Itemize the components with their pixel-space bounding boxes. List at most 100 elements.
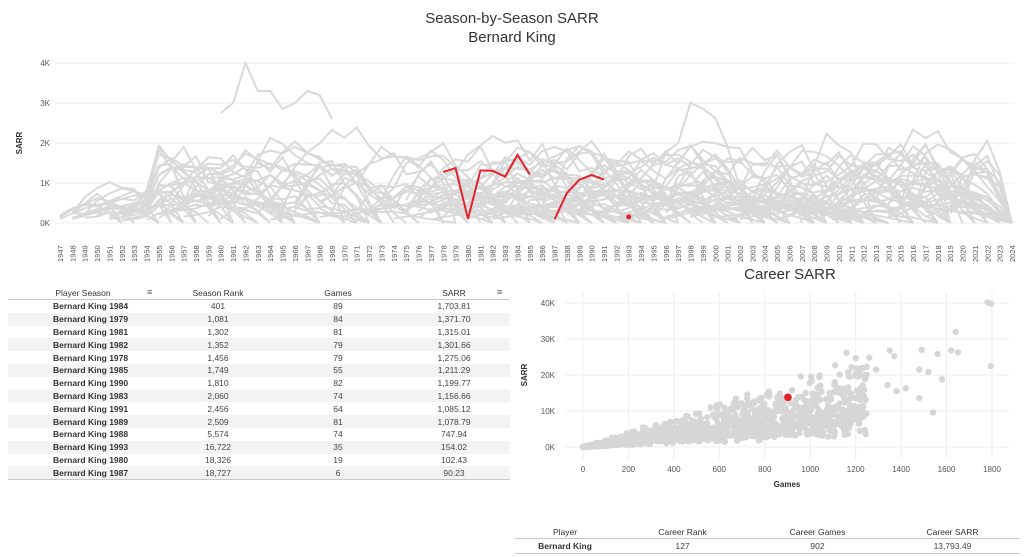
background-series-line <box>170 167 235 224</box>
x-tick-label: 200 <box>622 465 636 474</box>
scatter-point <box>789 425 796 432</box>
background-series-line <box>71 147 234 224</box>
x-tick-label: 1948 <box>68 245 77 262</box>
background-series-line <box>417 159 556 224</box>
table-row[interactable]: Bernard King 127 902 13,793.49 <box>515 539 1020 554</box>
scatter-point <box>736 417 743 424</box>
x-tick-label: 1959 <box>204 245 213 262</box>
x-tick-label: 1985 <box>526 245 535 262</box>
background-series-line <box>96 188 197 224</box>
x-tick-label: 2024 <box>1008 245 1017 262</box>
table-row[interactable]: Bernard King 1988 5,574 74 747.94 <box>8 428 510 441</box>
x-tick-label: 2023 <box>996 245 1005 262</box>
scatter-point <box>751 399 758 406</box>
scatter-point <box>719 436 727 443</box>
col-career-rank[interactable]: Career Rank <box>658 526 707 537</box>
x-tick-label: 400 <box>667 465 681 474</box>
x-tick-label: 2003 <box>748 245 757 262</box>
x-tick-label: 2018 <box>934 245 943 262</box>
scatter-point <box>782 413 789 421</box>
scatter-point <box>902 385 909 392</box>
table-row[interactable]: Bernard King 1990 1,810 82 1,199.77 <box>8 377 510 390</box>
x-tick-label: 2016 <box>909 245 918 262</box>
scatter-point <box>846 396 853 403</box>
table-row[interactable]: Bernard King 1993 16,722 35 154.02 <box>8 440 510 454</box>
scatter-point <box>718 411 725 418</box>
background-series-line <box>109 190 185 224</box>
scatter-point <box>656 438 663 445</box>
scatter-point <box>808 430 815 437</box>
cell-season-rank: 16,722 <box>158 440 278 454</box>
col-career-games[interactable]: Career Games <box>789 526 846 537</box>
x-tick-label: 800 <box>758 465 772 474</box>
background-series-line <box>826 191 939 224</box>
cell-sarr: 1,301.66 <box>398 338 510 352</box>
table-row[interactable]: Bernard King 1984 401 89 1,703.81 <box>8 300 510 313</box>
cell-season-rank: 1,352 <box>158 338 278 352</box>
scatter-point <box>712 426 720 433</box>
scatter-point <box>702 429 709 436</box>
y-tick-label: 10K <box>541 407 556 416</box>
cell-season-rank: 18,326 <box>205 454 231 465</box>
background-series-line <box>801 164 1013 224</box>
cell-sarr: 1,371.70 <box>398 312 510 326</box>
cell-player-season: Bernard King 1989 <box>8 415 158 428</box>
cell-games: 55 <box>278 363 398 377</box>
scatter-point <box>916 394 923 402</box>
scatter-point <box>653 426 660 433</box>
col-games[interactable]: Games <box>324 288 352 298</box>
scatter-point <box>811 415 818 422</box>
x-tick-label: 2001 <box>724 245 733 262</box>
table-row[interactable]: Bernard King 1981 1,302 81 1,315.01 <box>8 326 510 339</box>
col-career-sarr[interactable]: Career SARR <box>926 526 979 537</box>
sort-icon[interactable]: ≡ <box>147 287 153 297</box>
scatter-point <box>918 346 925 353</box>
cell-sarr: 90.23 <box>398 466 510 480</box>
scatter-point <box>697 415 704 422</box>
background-series-line <box>220 60 333 120</box>
background-series-line <box>578 175 655 224</box>
table-row[interactable]: Bernard King 1978 1,456 79 1,275.06 <box>8 351 510 364</box>
col-season-rank[interactable]: Season Rank <box>192 288 244 298</box>
x-tick-label: 2017 <box>921 245 930 262</box>
col-player-season[interactable]: Player Season <box>55 288 111 298</box>
x-tick-label: 1957 <box>180 245 189 262</box>
background-series-line <box>232 155 321 224</box>
y-tick-label: 3K <box>40 99 50 108</box>
cell-sarr: 1,315.01 <box>437 326 471 337</box>
y-tick-label: 30K <box>541 335 556 344</box>
x-tick-label: 1979 <box>452 245 461 262</box>
col-sarr[interactable]: SARR <box>442 288 466 298</box>
table-row[interactable]: Bernard King 1982 1,352 79 1,301.66 <box>8 338 510 352</box>
scatter-point <box>634 435 641 443</box>
scatter-point <box>757 419 764 427</box>
x-tick-label: 2022 <box>983 245 992 262</box>
col-player[interactable]: Player <box>552 526 578 537</box>
table-row[interactable]: Bernard King 1989 2,509 81 1,078.79 <box>8 415 510 428</box>
table-row[interactable]: Bernard King 1980 18,326 19 102.43 <box>8 454 510 467</box>
x-tick-label: 2000 <box>711 245 720 262</box>
scatter-point <box>604 440 612 448</box>
scatter-point <box>860 392 868 399</box>
background-series-line <box>912 170 964 224</box>
cell-player-season: Bernard King 1984 <box>53 301 129 312</box>
table-row[interactable]: Bernard King 1983 2,060 74 1,156.66 <box>8 389 510 403</box>
table-row[interactable]: Bernard King 1991 2,456 64 1,085.12 <box>8 402 510 415</box>
x-tick-label: 1999 <box>699 245 708 262</box>
table-row[interactable]: Bernard King 1979 1,081 84 1,371.70 <box>8 312 510 326</box>
scatter-point <box>811 397 818 404</box>
scatter-point <box>776 431 783 438</box>
scatter-point <box>814 384 821 391</box>
career-scatter-chart[interactable]: 0K 10K 20K 30K 40K 0 200 400 600 800 1000 1200 1400 1… <box>515 287 1015 527</box>
scatter-point <box>623 439 630 446</box>
cell-player-season: Bernard King 1991 <box>53 403 129 414</box>
cell-games: 81 <box>278 415 398 428</box>
scatter-point <box>825 433 832 440</box>
scatter-point <box>697 436 704 443</box>
table-row[interactable]: Bernard King 1987 18,727 6 90.23 <box>8 466 510 480</box>
background-series-line <box>677 175 828 224</box>
sort-icon[interactable]: ≡ <box>497 287 503 297</box>
background-series-line <box>566 152 667 224</box>
table-row[interactable]: Bernard King 1985 1,749 55 1,211.29 <box>8 363 510 377</box>
